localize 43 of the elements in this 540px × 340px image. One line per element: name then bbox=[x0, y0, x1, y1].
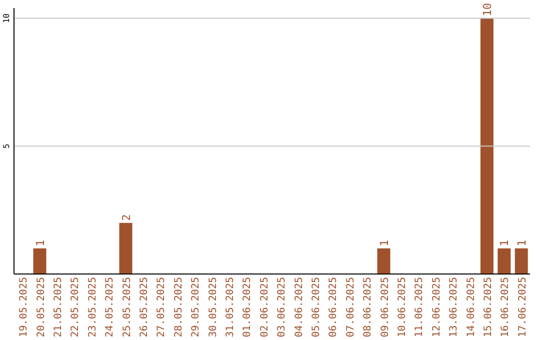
x-tick-label: 31.05.2025 bbox=[225, 277, 236, 338]
data-label: 10 bbox=[480, 2, 494, 16]
bar bbox=[119, 222, 132, 274]
data-label: 1 bbox=[515, 240, 528, 246]
x-tick-label: 06.06.2025 bbox=[328, 277, 340, 338]
bar bbox=[377, 248, 390, 274]
y-tick-label: 5 bbox=[2, 144, 11, 149]
x-tick-label: 15.06.2025 bbox=[483, 277, 494, 338]
x-tick-label: 03.06.2025 bbox=[276, 277, 288, 338]
x-tick-label: 27.05.2025 bbox=[156, 277, 168, 338]
x-tick-label: 19.05.2025 bbox=[18, 277, 30, 338]
x-tick-label: 08.06.2025 bbox=[362, 277, 374, 338]
x-tick-label: 16.06.2025 bbox=[500, 277, 512, 338]
data-label: 1 bbox=[378, 240, 391, 246]
x-tick-label: 11.06.2025 bbox=[414, 277, 426, 338]
x-tick-label: 01.06.2025 bbox=[242, 277, 254, 338]
x-tick-label: 23.05.2025 bbox=[87, 277, 98, 338]
data-label: 1 bbox=[498, 240, 512, 246]
x-tick-label: 30.05.2025 bbox=[208, 277, 219, 338]
x-tick-label: 26.05.2025 bbox=[139, 277, 150, 338]
x-tick-label: 25.05.2025 bbox=[122, 277, 133, 338]
x-tick-label: 12.06.2025 bbox=[431, 277, 442, 338]
x-tick-label: 13.06.2025 bbox=[448, 277, 460, 338]
x-tick-label: 21.05.2025 bbox=[53, 277, 64, 338]
x-tick-label: 22.05.2025 bbox=[70, 277, 82, 338]
data-label: 2 bbox=[120, 214, 133, 221]
x-tick-label: 07.06.2025 bbox=[345, 277, 356, 338]
x-tick-label: 20.05.2025 bbox=[36, 277, 47, 338]
bar bbox=[498, 248, 511, 274]
data-label: 1 bbox=[34, 240, 47, 246]
x-tick-label: 29.05.2025 bbox=[190, 277, 202, 338]
bar bbox=[514, 248, 528, 274]
x-tick-label: 05.06.2025 bbox=[311, 277, 322, 338]
x-tick-label: 17.06.2025 bbox=[517, 277, 528, 338]
x-tick-label: 04.06.2025 bbox=[294, 277, 305, 338]
x-tick-label: 14.06.2025 bbox=[466, 277, 477, 338]
x-tick-label: 10.06.2025 bbox=[397, 277, 408, 338]
x-tick-label: 09.06.2025 bbox=[380, 277, 391, 338]
x-tick-label: 28.05.2025 bbox=[173, 277, 184, 338]
x-tick-label: 02.06.2025 bbox=[259, 277, 270, 338]
x-tick-label: 24.05.2025 bbox=[104, 277, 116, 338]
bar bbox=[480, 18, 494, 274]
bar bbox=[33, 248, 46, 274]
